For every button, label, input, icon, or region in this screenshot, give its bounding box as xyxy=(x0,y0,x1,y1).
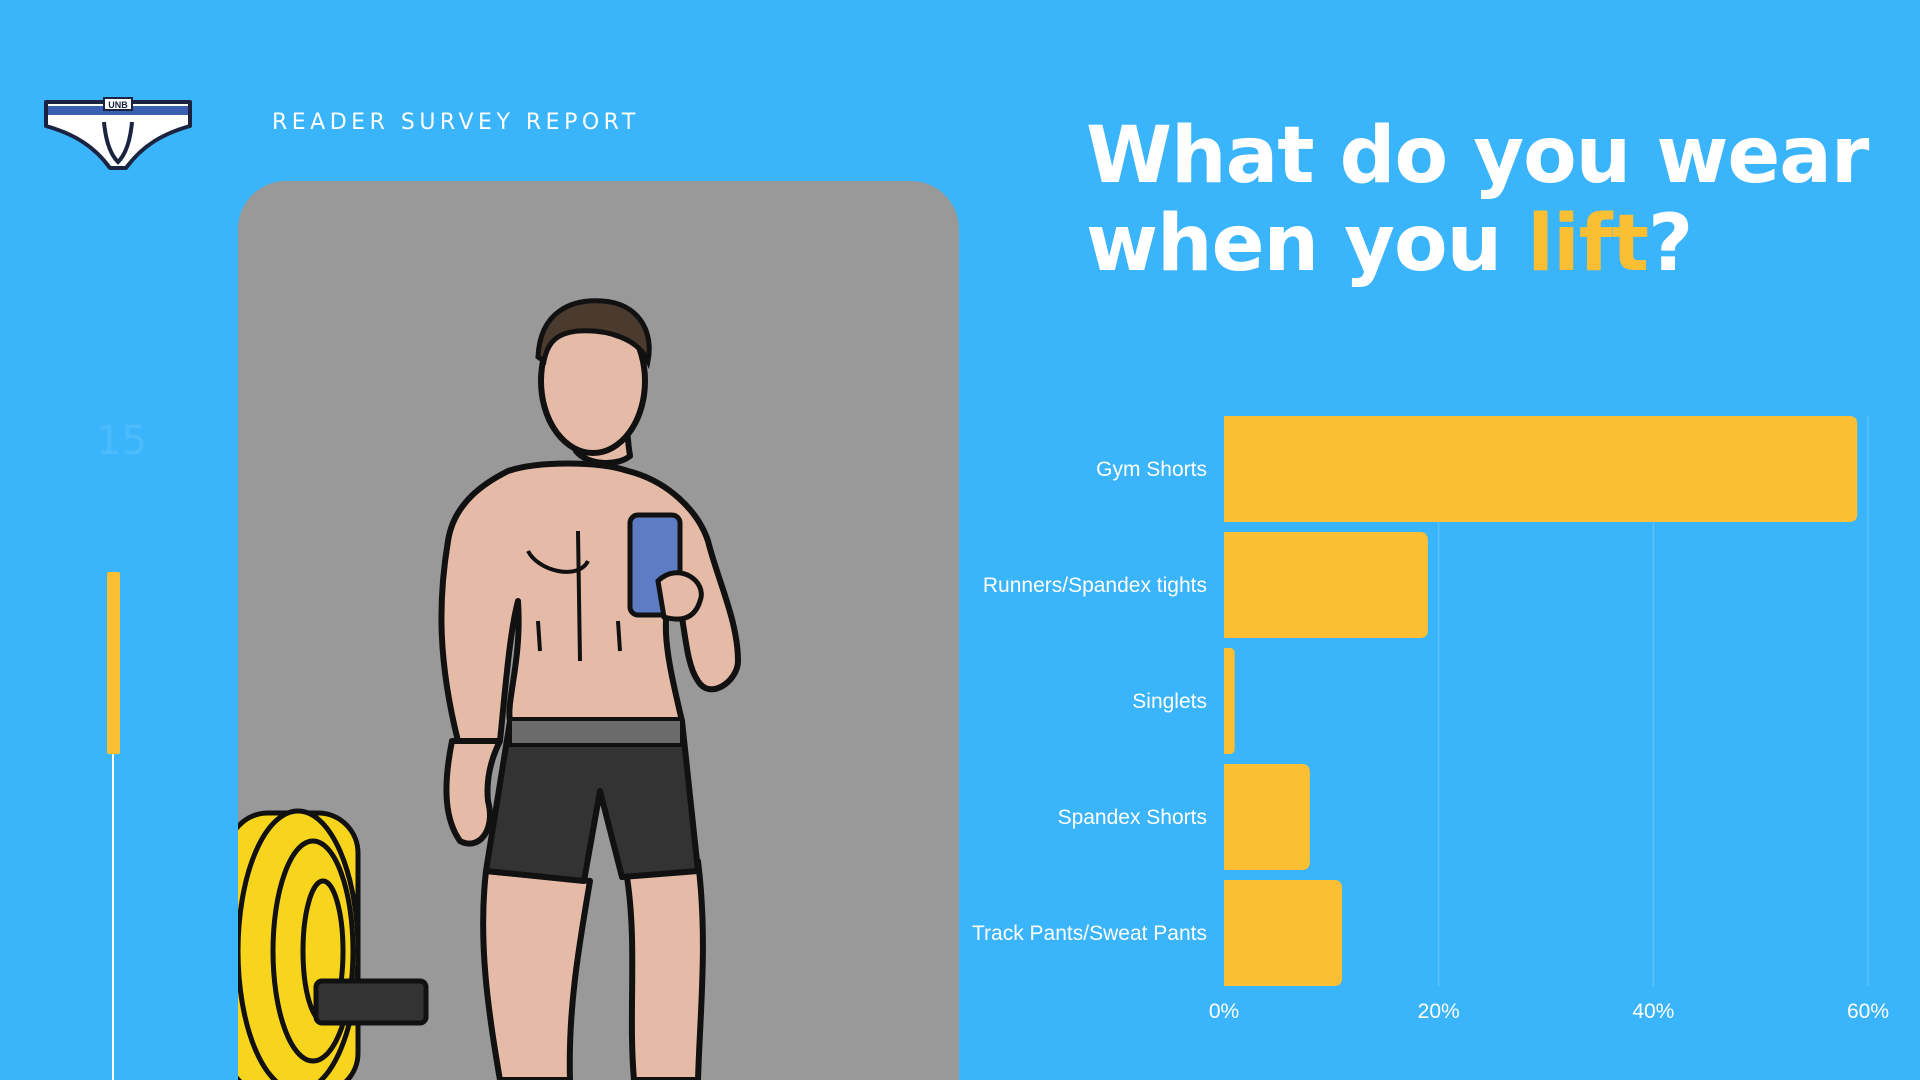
report-header: READER SURVEY REPORT xyxy=(272,110,640,135)
progress-track xyxy=(112,572,114,1080)
category-label: Runners/Spandex tights xyxy=(983,574,1207,597)
title-line-2: when you lift? xyxy=(1086,200,1868,288)
category-label: Track Pants/Sweat Pants xyxy=(972,922,1207,945)
category-label: Spandex Shorts xyxy=(1058,806,1207,829)
gym-selfie-illustration xyxy=(238,298,741,1080)
bar-3 xyxy=(1224,764,1310,870)
category-label: Singlets xyxy=(1132,690,1207,713)
bar-4 xyxy=(1224,880,1343,986)
brand-logo: UNB xyxy=(42,96,194,172)
title-line-2-prefix: when you xyxy=(1086,199,1528,289)
x-tick-label: 40% xyxy=(1632,1000,1674,1023)
page-number: 15 xyxy=(96,418,147,464)
bar-0 xyxy=(1224,416,1858,522)
illustration-card xyxy=(238,181,959,1080)
x-tick-label: 20% xyxy=(1418,1000,1460,1023)
progress-indicator xyxy=(107,572,120,754)
title-highlight: lift xyxy=(1527,199,1649,289)
x-tick-label: 0% xyxy=(1209,1000,1239,1023)
bar-2 xyxy=(1224,648,1235,754)
x-tick-label: 60% xyxy=(1847,1000,1889,1023)
category-label: Gym Shorts xyxy=(1096,458,1207,481)
title-line-1: What do you wear xyxy=(1086,111,1869,201)
title-line-2-suffix: ? xyxy=(1648,199,1693,289)
svg-text:UNB: UNB xyxy=(108,100,128,110)
bar-1 xyxy=(1224,532,1428,638)
page-title: What do you wear when you lift? xyxy=(1086,111,1869,288)
